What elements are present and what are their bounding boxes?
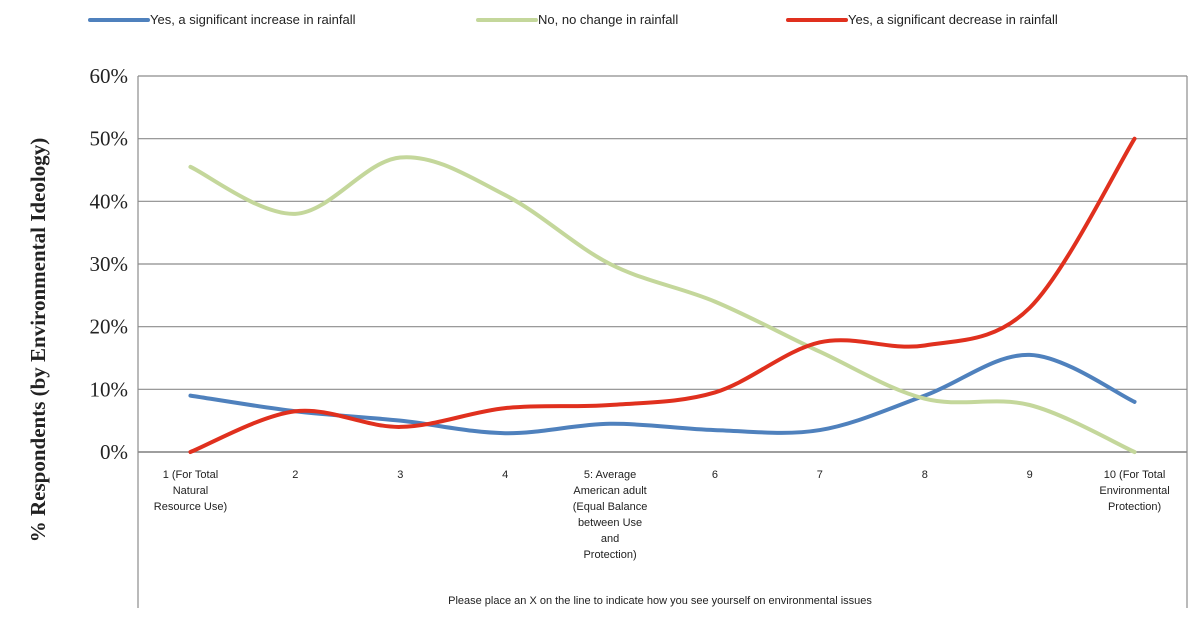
- series-lines: [188, 136, 1137, 454]
- y-tick-label: 50%: [90, 127, 129, 151]
- x-tick-label: 4: [502, 469, 508, 481]
- x-axis-label: Please place an X on the line to indicat…: [448, 595, 872, 607]
- series-line-2: [188, 155, 1137, 454]
- legend-label: Yes, a significant increase in rainfall: [150, 12, 356, 27]
- x-tick-label: 5: Average American adult (Equal Balance be…: [573, 469, 648, 561]
- x-tick-label: 10 (For Total Environmental Protection): [1099, 469, 1169, 513]
- y-axis-label: % Respondents (by Environmental Ideology…: [26, 138, 50, 543]
- y-tick-label: 10%: [90, 377, 129, 401]
- y-axis-ticks: 0% 10% 20% 30% 40% 50% 60%: [90, 64, 129, 464]
- x-axis-ticks: 1 (For Total Natural Resource Use) 2 3 4 5: Av…: [154, 469, 1170, 561]
- x-tick-label: 3: [397, 469, 403, 481]
- y-tick-label: 40%: [90, 189, 129, 213]
- y-tick-label: 30%: [90, 252, 129, 276]
- x-tick-label: 6: [712, 469, 718, 481]
- series-line-1: [188, 352, 1137, 436]
- y-tick-label: 60%: [90, 64, 129, 88]
- x-tick-label: 2: [292, 469, 298, 481]
- legend-label: Yes, a significant decrease in rainfall: [848, 12, 1058, 27]
- x-tick-label: 8: [922, 469, 928, 481]
- legend: Yes, a significant increase in rainfall N…: [88, 12, 1058, 27]
- grid-lines: [137, 75, 1188, 608]
- series-line-3: [188, 136, 1137, 454]
- x-tick-label: 7: [817, 469, 823, 481]
- x-tick-label: 9: [1027, 469, 1033, 481]
- legend-label: No, no change in rainfall: [538, 12, 678, 27]
- x-tick-label: 1 (For Total Natural Resource Use): [154, 469, 227, 513]
- y-tick-label: 0%: [100, 440, 128, 464]
- y-tick-label: 20%: [90, 315, 129, 339]
